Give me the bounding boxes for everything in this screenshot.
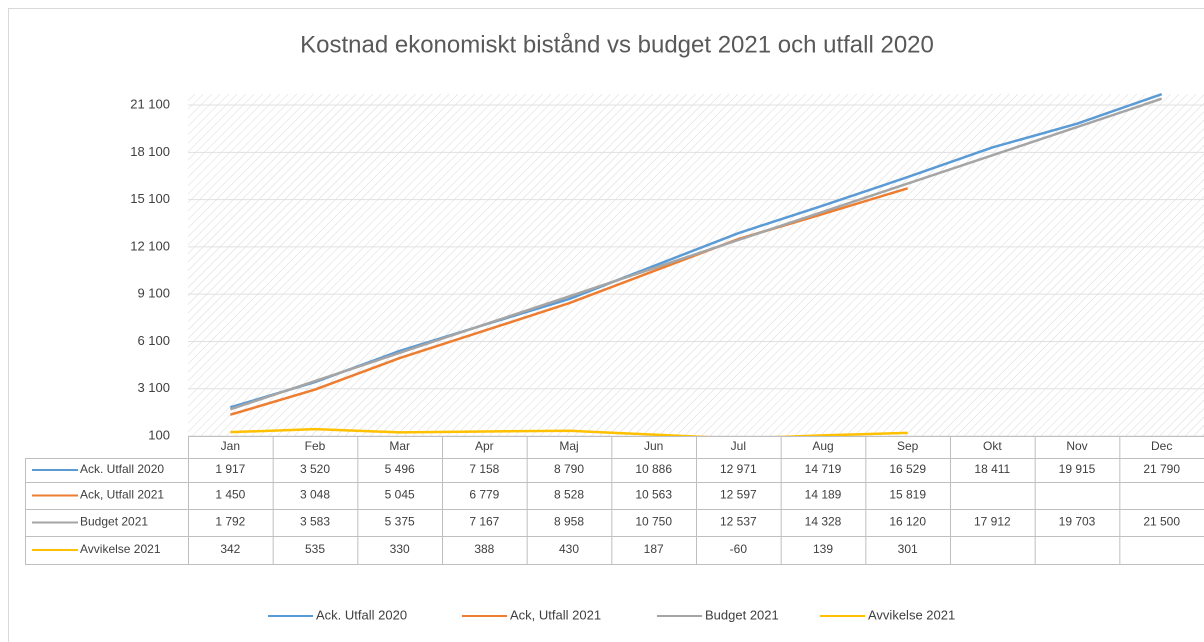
table-cell: 342 bbox=[220, 542, 240, 556]
y-tick-label: 3 100 bbox=[137, 380, 170, 395]
y-tick-label: 9 100 bbox=[137, 286, 170, 301]
table-cell: 5 496 bbox=[385, 462, 415, 476]
x-tick-label: Feb bbox=[305, 439, 326, 453]
table-cell: 330 bbox=[390, 542, 410, 556]
table-row-label: Budget 2021 bbox=[80, 515, 148, 529]
table-cell: 6 779 bbox=[469, 488, 499, 502]
x-tick-label: Mar bbox=[389, 439, 410, 453]
table-cell: 14 719 bbox=[805, 462, 842, 476]
table-cell: 19 915 bbox=[1059, 462, 1096, 476]
table-cell: 388 bbox=[474, 542, 494, 556]
table-cell: 21 790 bbox=[1143, 462, 1180, 476]
table-cell: 12 597 bbox=[720, 488, 757, 502]
table-cell: 1 792 bbox=[215, 515, 245, 529]
x-tick-label: Jan bbox=[221, 439, 240, 453]
legend-label: Ack, Utfall 2021 bbox=[510, 607, 601, 622]
legend-label: Avvikelse 2021 bbox=[868, 607, 955, 622]
table-cell: 3 520 bbox=[300, 462, 330, 476]
table-cell: 10 563 bbox=[635, 488, 672, 502]
series-line bbox=[230, 427, 908, 436]
table-cell: 5 375 bbox=[385, 515, 415, 529]
plot-area bbox=[188, 94, 1204, 436]
table-cell: 10 750 bbox=[635, 515, 672, 529]
x-tick-label: Nov bbox=[1066, 439, 1087, 453]
plot-lines bbox=[229, 92, 1163, 436]
table-cell: 139 bbox=[813, 542, 833, 556]
legend-label: Ack. Utfall 2020 bbox=[316, 607, 407, 622]
table-cell: 8 528 bbox=[554, 488, 584, 502]
table-cell: 16 529 bbox=[889, 462, 926, 476]
table-cell: 16 120 bbox=[889, 515, 926, 529]
table-row-label: Ack. Utfall 2020 bbox=[80, 462, 164, 476]
table-cell: 17 912 bbox=[974, 515, 1011, 529]
table-cell: 430 bbox=[559, 542, 579, 556]
table-cell: 12 971 bbox=[720, 462, 757, 476]
table-cell: 14 189 bbox=[805, 488, 842, 502]
x-tick-label: Aug bbox=[812, 439, 833, 453]
x-tick-label: Okt bbox=[983, 439, 1002, 453]
x-tick-label: Apr bbox=[475, 439, 494, 453]
chart-title: Kostnad ekonomiskt bistånd vs budget 202… bbox=[300, 31, 934, 58]
y-tick-label: 12 100 bbox=[130, 238, 170, 253]
y-tick-label: 15 100 bbox=[130, 191, 170, 206]
table-cell: 7 158 bbox=[469, 462, 499, 476]
table-cell: 187 bbox=[644, 542, 664, 556]
table-cell: 14 328 bbox=[805, 515, 842, 529]
x-tick-label: Jul bbox=[731, 439, 746, 453]
table-cell: 3 583 bbox=[300, 515, 330, 529]
table-row-label: Avvikelse 2021 bbox=[80, 542, 161, 556]
table-cell: 8 958 bbox=[554, 515, 584, 529]
table-cell: 19 703 bbox=[1059, 515, 1096, 529]
table-cell: 8 790 bbox=[554, 462, 584, 476]
table-cell: -60 bbox=[730, 542, 748, 556]
x-tick-label: Sep bbox=[897, 439, 919, 453]
table-row-label: Ack, Utfall 2021 bbox=[80, 488, 164, 502]
y-tick-label: 18 100 bbox=[130, 144, 170, 159]
table-cell: 12 537 bbox=[720, 515, 757, 529]
series-line bbox=[229, 92, 1163, 409]
table-cell: 21 500 bbox=[1143, 515, 1180, 529]
table-cell: 10 886 bbox=[635, 462, 672, 476]
table-cell: 301 bbox=[898, 542, 918, 556]
table-cell: 1 450 bbox=[215, 488, 245, 502]
table-cell: 18 411 bbox=[974, 462, 1010, 476]
x-tick-label: Maj bbox=[559, 439, 578, 453]
y-tick-label: 21 100 bbox=[130, 96, 170, 111]
y-tick-label: 6 100 bbox=[137, 333, 170, 348]
legend-label: Budget 2021 bbox=[705, 607, 779, 622]
table-cell: 15 819 bbox=[889, 488, 926, 502]
table-cell: 5 045 bbox=[385, 488, 415, 502]
table-cell: 3 048 bbox=[300, 488, 330, 502]
table-cell: 1 917 bbox=[215, 462, 245, 476]
table-cell: 535 bbox=[305, 542, 325, 556]
x-tick-label: Jun bbox=[644, 439, 663, 453]
table-cell: 7 167 bbox=[469, 515, 499, 529]
x-tick-label: Dec bbox=[1151, 439, 1172, 453]
series-line bbox=[229, 97, 1163, 411]
y-tick-label: 100 bbox=[148, 427, 170, 442]
